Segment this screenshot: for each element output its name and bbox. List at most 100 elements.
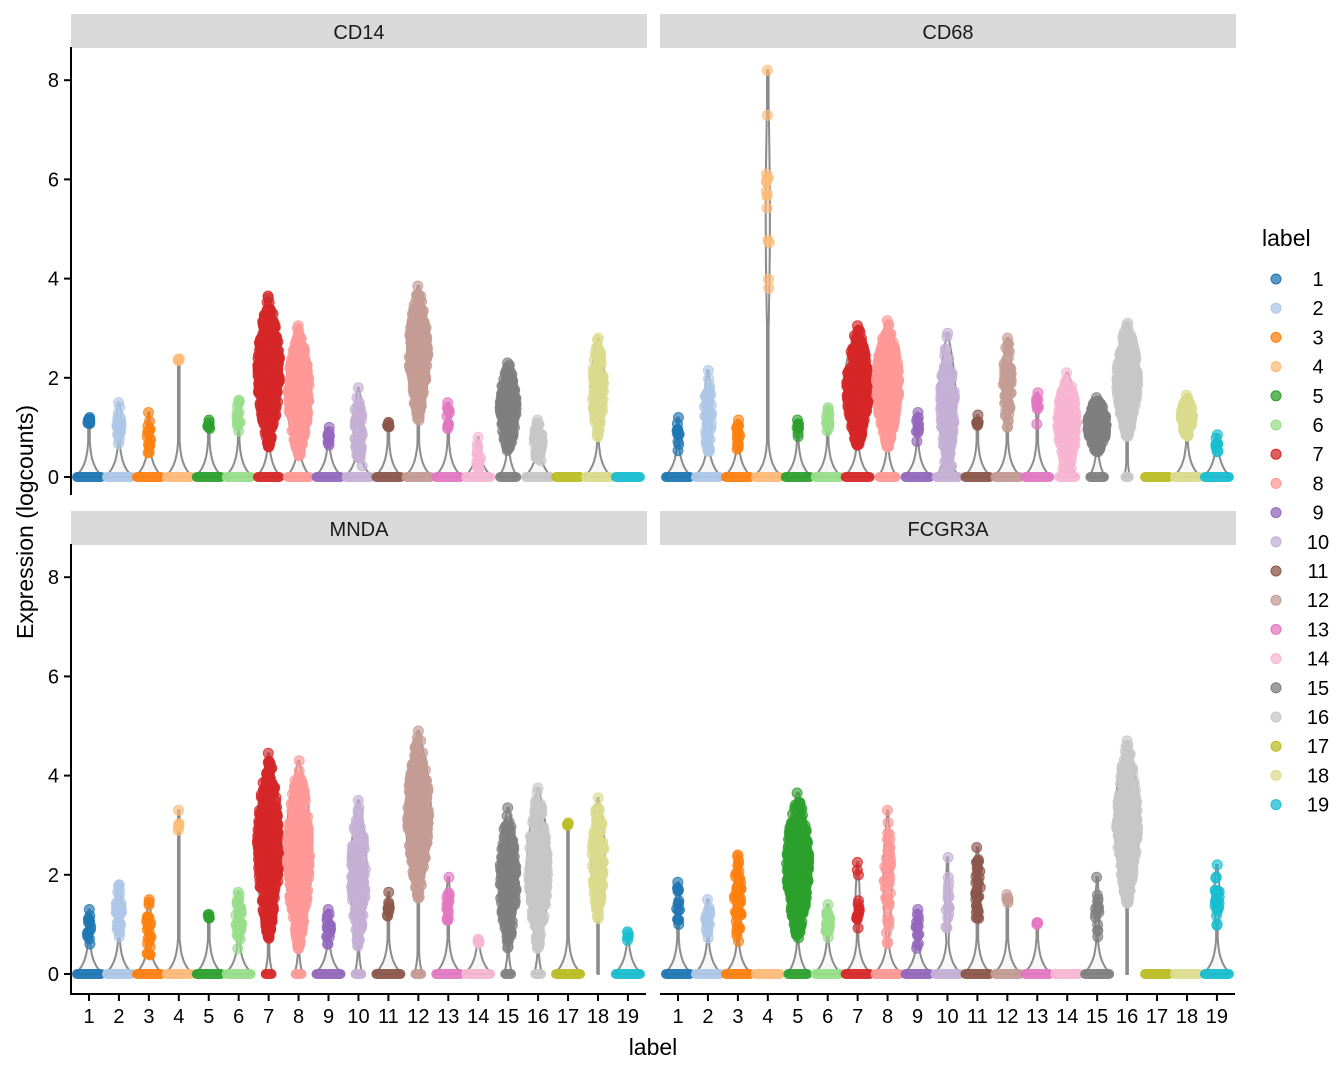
data-point	[593, 418, 605, 430]
data-point	[589, 398, 601, 410]
x-tick-label: 13	[437, 1006, 459, 1028]
x-tick-label: 14	[467, 1006, 489, 1028]
data-point	[855, 409, 867, 421]
data-point	[143, 446, 155, 458]
data-point	[82, 416, 94, 428]
data-point	[942, 419, 954, 431]
data-point	[911, 435, 923, 447]
data-point	[889, 398, 901, 410]
violin-label-15	[494, 357, 522, 482]
data-point	[506, 425, 518, 437]
violin-label-8	[282, 320, 315, 482]
zero-points	[810, 472, 845, 482]
facet-title: CD14	[333, 22, 384, 44]
y-tick-label: 6	[48, 666, 59, 688]
data-point	[912, 425, 924, 437]
zero-points	[780, 472, 815, 482]
data-point	[882, 331, 893, 343]
violin-label-9	[900, 407, 935, 482]
y-axis-title: Expression (logcounts)	[12, 405, 38, 639]
x-tick-label: 17	[557, 1006, 579, 1028]
facet-title: CD68	[922, 22, 973, 44]
data-point	[763, 282, 775, 294]
violin-label-19	[1199, 429, 1234, 482]
x-tick-label: 12	[407, 1006, 429, 1028]
violin-label-7	[252, 747, 286, 979]
y-tick-label: 4	[48, 269, 59, 291]
data-point	[299, 345, 310, 357]
data-point	[883, 357, 895, 369]
data-point	[1004, 401, 1016, 413]
zero-points	[1020, 472, 1055, 482]
data-point	[821, 410, 833, 422]
y-tick-label: 0	[48, 467, 59, 489]
zero-points	[72, 472, 106, 482]
data-point	[673, 429, 685, 441]
data-point	[1123, 400, 1135, 412]
violin-label-14	[461, 431, 496, 482]
violin-label-16	[521, 414, 556, 482]
data-point	[1002, 415, 1014, 427]
zero-points	[874, 472, 901, 482]
zero-points	[161, 472, 196, 482]
data-point	[292, 389, 304, 401]
x-tick-label: 15	[497, 1006, 519, 1028]
data-point	[267, 371, 278, 383]
data-point	[856, 351, 868, 363]
violin-label-5	[191, 909, 226, 979]
data-point	[672, 445, 684, 457]
y-tick-label: 4	[48, 766, 59, 788]
y-tick-label: 2	[48, 368, 59, 390]
data-point	[294, 429, 306, 441]
data-point	[1120, 349, 1131, 361]
data-point	[234, 416, 246, 428]
y-tick-label: 2	[48, 865, 59, 887]
violin-label-18	[580, 332, 615, 482]
violin-label-6	[221, 886, 256, 979]
data-point	[233, 893, 245, 905]
data-point	[732, 427, 744, 439]
violin-label-4	[161, 353, 196, 482]
data-point	[354, 402, 366, 414]
violin-label-1	[661, 412, 695, 482]
data-point	[1121, 417, 1133, 429]
violin-label-5	[191, 414, 226, 482]
violin-label-12	[990, 332, 1025, 482]
data-point	[1030, 396, 1042, 408]
violin-label-6	[810, 402, 845, 482]
data-point	[144, 949, 156, 961]
zero-points	[431, 472, 466, 482]
x-tick-label: 6	[233, 1006, 244, 1028]
violin-label-4	[750, 64, 785, 482]
data-point	[873, 365, 885, 377]
x-tick-label: 3	[143, 1006, 154, 1028]
data-point	[936, 370, 948, 382]
data-point	[412, 413, 423, 425]
zero-points	[661, 472, 695, 482]
data-point	[405, 351, 417, 363]
data-point	[860, 374, 872, 385]
violin-label-1	[72, 412, 106, 482]
data-point	[262, 430, 274, 442]
data-point	[144, 423, 156, 435]
violin-outline	[162, 359, 196, 478]
data-point	[1122, 323, 1134, 335]
data-point	[851, 419, 863, 431]
data-point	[597, 373, 608, 385]
zero-points	[900, 472, 935, 482]
data-point	[1003, 352, 1014, 364]
data-point	[143, 913, 154, 924]
zero-points	[72, 969, 106, 979]
data-point	[592, 431, 604, 443]
data-point	[473, 463, 485, 474]
data-point	[1210, 439, 1222, 451]
data-point	[848, 367, 860, 379]
violin-label-8	[870, 315, 905, 482]
violin-outline	[751, 69, 784, 478]
violin-label-10	[341, 382, 376, 482]
violin-label-17	[551, 472, 586, 482]
zero-points	[1169, 472, 1204, 482]
data-point	[791, 422, 803, 434]
zero-points	[131, 969, 166, 979]
